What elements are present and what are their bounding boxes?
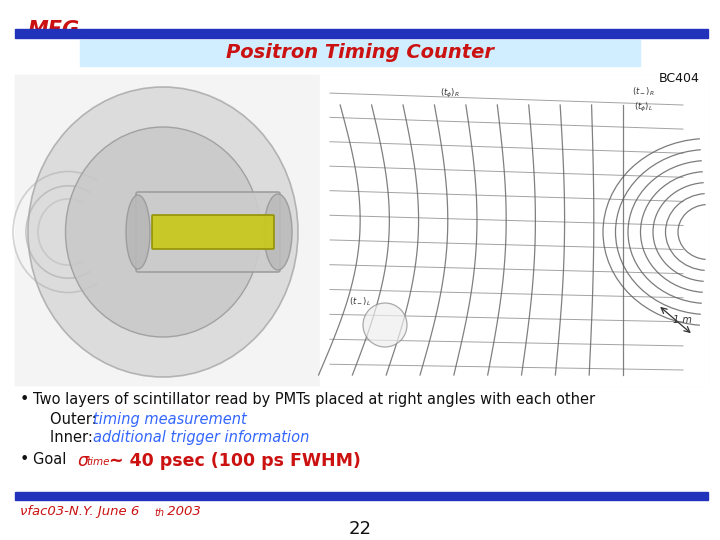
Ellipse shape — [28, 87, 298, 377]
Text: $(t_-)_R$: $(t_-)_R$ — [631, 86, 654, 98]
Text: th: th — [154, 508, 164, 518]
Text: timing measurement: timing measurement — [93, 412, 247, 427]
Text: σ: σ — [77, 452, 88, 470]
Text: Inner:: Inner: — [50, 430, 102, 445]
FancyBboxPatch shape — [152, 215, 274, 249]
Text: $(t_\phi)_L$: $(t_\phi)_L$ — [634, 102, 652, 114]
Text: Outer:: Outer: — [50, 412, 102, 427]
Text: ~ 40 psec (100 ps FWHM): ~ 40 psec (100 ps FWHM) — [109, 452, 361, 470]
Text: Goal: Goal — [33, 452, 76, 467]
Ellipse shape — [264, 194, 292, 270]
Text: $(t_-)_L$: $(t_-)_L$ — [349, 296, 371, 308]
Bar — [15, 75, 708, 385]
Text: 1 m: 1 m — [673, 315, 692, 325]
Text: Two layers of scintillator read by PMTs placed at right angles with each other: Two layers of scintillator read by PMTs … — [33, 392, 595, 407]
Text: •: • — [20, 452, 30, 467]
Text: Positron Timing Counter: Positron Timing Counter — [226, 44, 494, 63]
Circle shape — [363, 303, 407, 347]
Text: •: • — [20, 392, 30, 407]
Text: $(t_\phi)_R$: $(t_\phi)_R$ — [440, 86, 460, 99]
Text: MEG: MEG — [28, 20, 80, 40]
FancyBboxPatch shape — [136, 192, 280, 272]
Bar — [320, 75, 708, 385]
Text: νfac03-N.Y. June 6: νfac03-N.Y. June 6 — [20, 505, 139, 518]
Ellipse shape — [66, 127, 261, 337]
Text: 22: 22 — [348, 520, 372, 538]
Ellipse shape — [126, 195, 150, 269]
Text: time: time — [86, 457, 109, 467]
Text: additional trigger information: additional trigger information — [93, 430, 310, 445]
Bar — [15, 75, 320, 385]
Bar — [80, 40, 640, 66]
Text: 2003: 2003 — [163, 505, 201, 518]
Text: BC404: BC404 — [659, 72, 700, 85]
Bar — [15, 492, 708, 500]
Bar — [15, 29, 708, 38]
